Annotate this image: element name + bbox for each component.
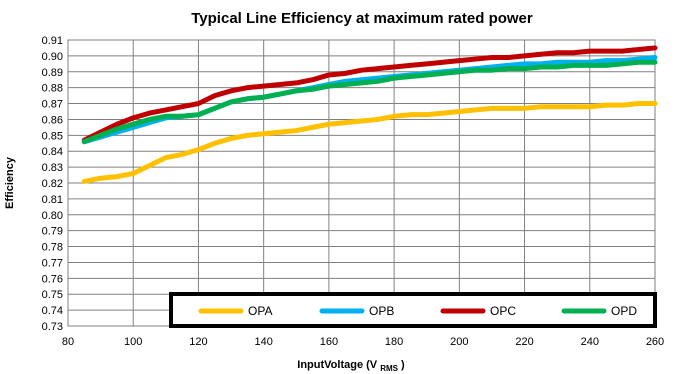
y-axis-label: Efficiency (4, 156, 16, 209)
series-line-opa (81, 101, 658, 184)
series-line-opd (81, 59, 658, 145)
y-tick-label: 0.88 (42, 83, 63, 95)
y-tick-label: 0.81 (42, 194, 63, 206)
y-tick-label: 0.86 (42, 114, 63, 126)
y-axis-ticks: 0.73 0.74 0.75 0.76 0.77 0.78 0.79 0.80 0.81 0.82… (42, 35, 63, 333)
y-tick-label: 0.80 (42, 210, 63, 222)
y-tick-label: 0.82 (42, 178, 63, 190)
y-tick-label: 0.78 (42, 242, 63, 254)
y-tick-label: 0.89 (42, 67, 63, 79)
x-tick-label: 200 (450, 336, 468, 348)
x-axis-ticks: 80 100 120 140 160 180 200 220 240 260 (62, 336, 664, 348)
x-tick-label: 180 (385, 336, 403, 348)
x-tick-label: 260 (646, 336, 664, 348)
x-tick-label: 80 (62, 336, 74, 348)
x-tick-label: 220 (515, 336, 533, 348)
x-tick-label: 140 (254, 336, 272, 348)
series-line-opc (81, 45, 658, 143)
y-tick-label: 0.91 (42, 35, 63, 47)
chart-title: Typical Line Efficiency at maximum rated… (191, 10, 533, 27)
y-tick-label: 0.77 (42, 257, 63, 269)
y-tick-label: 0.85 (42, 130, 63, 142)
series-lines (81, 45, 658, 184)
legend-label-opc: OPC (490, 304, 516, 318)
y-tick-label: 0.83 (42, 162, 63, 174)
y-tick-label: 0.74 (42, 305, 63, 317)
y-tick-label: 0.84 (42, 146, 63, 158)
gridlines (68, 40, 655, 326)
y-tick-label: 0.87 (42, 99, 63, 111)
legend: OPA OPB OPC OPD (169, 292, 657, 328)
y-tick-label: 0.73 (42, 321, 63, 333)
legend-box (169, 292, 657, 328)
legend-label-opb: OPB (369, 304, 394, 318)
x-axis-label-sub: RMS (380, 364, 398, 373)
y-tick-label: 0.90 (42, 51, 63, 63)
y-tick-label: 0.75 (42, 289, 63, 301)
x-tick-label: 120 (189, 336, 207, 348)
y-tick-label: 0.79 (42, 226, 63, 238)
x-axis-label-main: InputVoltage (V (297, 359, 378, 371)
x-tick-label: 160 (320, 336, 338, 348)
y-tick-label: 0.76 (42, 273, 63, 285)
x-tick-label: 240 (581, 336, 599, 348)
x-tick-label: 100 (124, 336, 142, 348)
x-axis-label-suffix: ) (401, 359, 405, 371)
legend-label-opa: OPA (248, 304, 272, 318)
legend-label-opd: OPD (611, 304, 637, 318)
x-axis-label: InputVoltage (V RMS ) (297, 359, 405, 374)
